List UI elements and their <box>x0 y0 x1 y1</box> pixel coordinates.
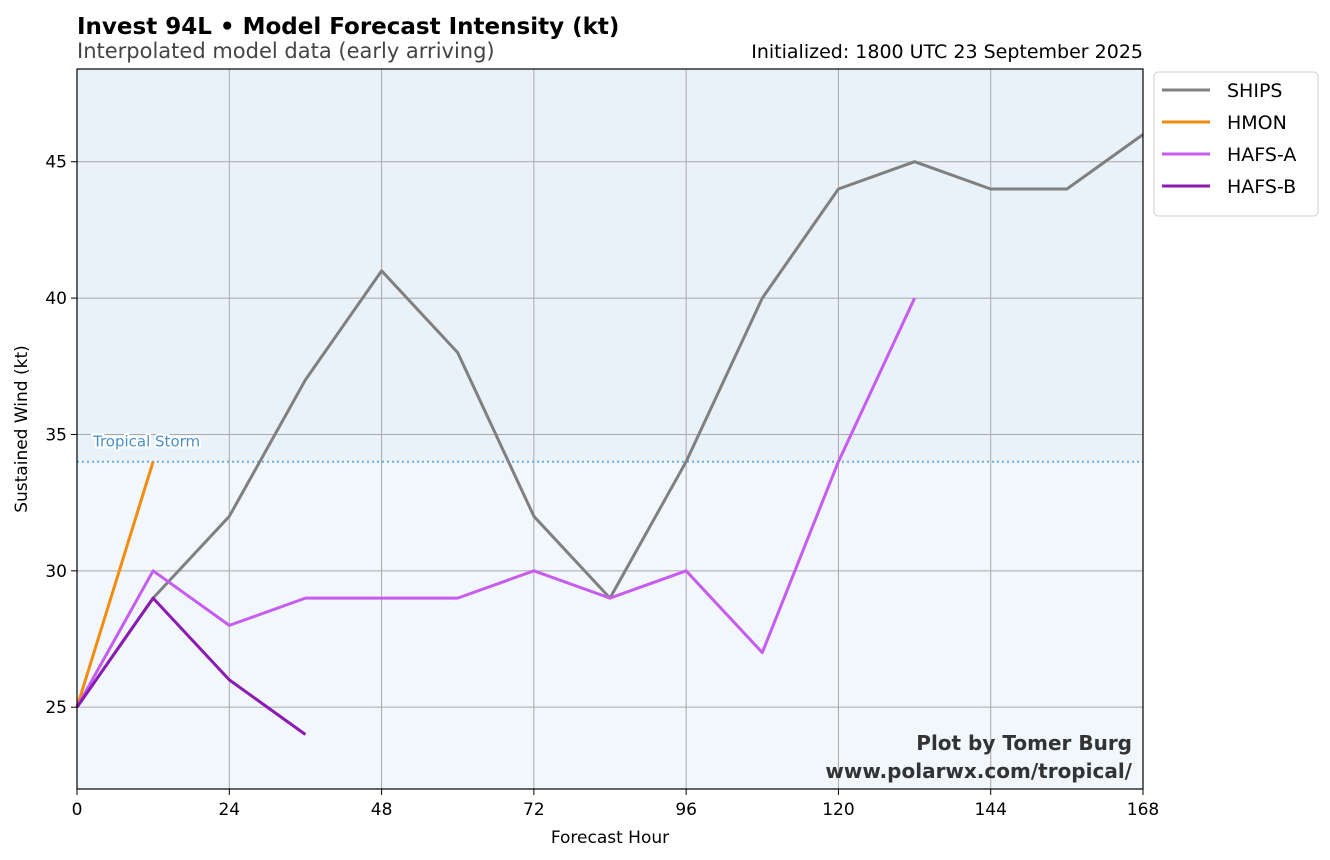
initialized-label: Initialized: 1800 UTC 23 September 2025 <box>751 41 1143 63</box>
credit-line-2: www.polarwx.com/tropical/ <box>825 759 1132 783</box>
legend: SHIPS HMON HAFS-A HAFS-B <box>1153 71 1319 217</box>
credit-line-1: Plot by Tomer Burg <box>916 731 1132 755</box>
plot-background <box>77 69 1143 789</box>
y-tick-label: 45 <box>45 153 67 173</box>
y-tick-label: 40 <box>45 289 67 309</box>
x-tick-label: 24 <box>218 800 240 820</box>
series-line-hafs-a <box>75 297 916 708</box>
chart-title: Invest 94L • Model Forecast Intensity (k… <box>77 14 619 40</box>
tropical-storm-threshold: Tropical Storm <box>77 431 1143 463</box>
threshold-label: Tropical Storm <box>92 433 200 451</box>
grid-lines <box>77 69 1143 789</box>
y-axis-ticks: 25 30 35 40 45 <box>45 153 77 718</box>
series-lines <box>75 133 1144 736</box>
plot-border <box>76 68 1144 790</box>
legend-label-hmon: HMON <box>1227 112 1287 134</box>
x-tick-label: 48 <box>371 800 393 820</box>
x-tick-label: 72 <box>523 800 545 820</box>
plot-bg-lower <box>77 461 1143 789</box>
legend-box <box>1153 71 1319 217</box>
legend-label-hafs-a: HAFS-A <box>1227 144 1296 166</box>
x-axis-label: Forecast Hour <box>551 828 669 848</box>
legend-label-ships: SHIPS <box>1227 80 1282 102</box>
x-axis-ticks: 0 24 48 72 96 120 144 168 <box>72 789 1159 820</box>
chart-subtitle: Interpolated model data (early arriving) <box>77 39 495 63</box>
y-tick-label: 35 <box>45 425 67 445</box>
y-tick-label: 25 <box>45 698 67 718</box>
x-tick-label: 0 <box>72 800 83 820</box>
x-tick-label: 120 <box>822 800 854 820</box>
series-line-hmon <box>75 461 155 708</box>
y-axis-label: Sustained Wind (kt) <box>12 345 32 513</box>
y-tick-label: 30 <box>45 562 67 582</box>
plot-bg-upper <box>77 69 1143 462</box>
x-tick-label: 96 <box>675 800 697 820</box>
legend-label-hafs-b: HAFS-B <box>1227 176 1296 198</box>
x-tick-label: 144 <box>974 800 1006 820</box>
plot-frame <box>76 68 1144 790</box>
series-line-hafs-b <box>75 596 307 736</box>
x-tick-label: 168 <box>1127 800 1159 820</box>
